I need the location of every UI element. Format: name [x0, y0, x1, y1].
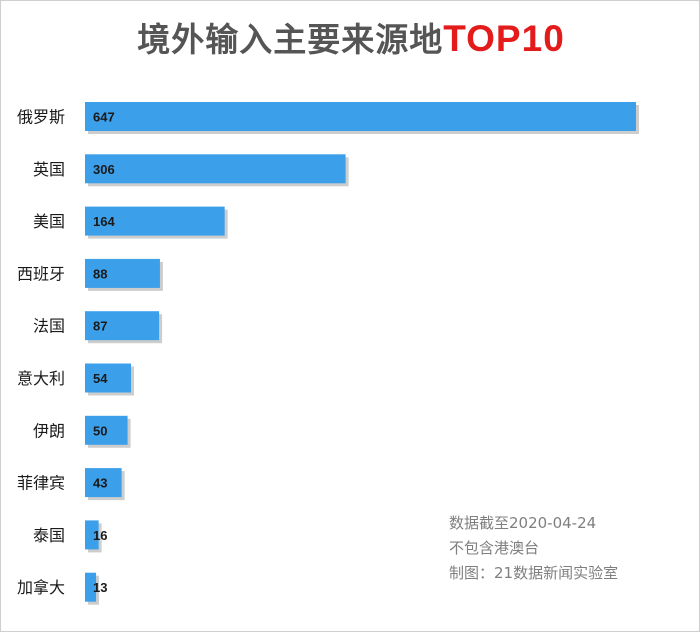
footnote-block: 数据截至2020-04-24 不包含港澳台 制图：21数据新闻实验室: [449, 511, 618, 586]
category-label: 美国: [33, 212, 65, 231]
data-label: 54: [93, 371, 108, 386]
bar: [85, 311, 160, 341]
category-label: 法国: [33, 317, 65, 336]
footnote-date: 数据截至2020-04-24: [449, 514, 597, 532]
category-label: 泰国: [33, 526, 65, 545]
data-label: 306: [93, 162, 115, 177]
category-label: 菲律宾: [17, 474, 65, 493]
category-label: 西班牙: [17, 264, 65, 283]
bar: [85, 154, 346, 184]
footnote-scope: 不包含港澳台: [449, 539, 540, 557]
footnote-credit: 制图：21数据新闻实验室: [449, 564, 619, 582]
data-label: 16: [93, 528, 107, 543]
data-label: 164: [93, 214, 115, 229]
bar: [85, 102, 636, 131]
data-label: 88: [93, 266, 107, 281]
bar: [85, 468, 122, 498]
bar: [85, 258, 160, 288]
data-label: 50: [93, 423, 107, 438]
chart-title-main: 境外输入主要来源地: [137, 20, 444, 59]
category-label: 意大利: [17, 369, 65, 388]
category-label: 加拿大: [17, 578, 65, 597]
category-label: 俄罗斯: [17, 108, 65, 127]
bar: [85, 572, 97, 602]
category-label: 伊朗: [33, 421, 65, 440]
data-label: 43: [93, 476, 107, 491]
data-label: 87: [93, 319, 107, 334]
bar: [85, 363, 131, 393]
category-label: 英国: [33, 160, 65, 179]
data-label: 13: [93, 580, 107, 595]
chart-title-accent: TOP10: [443, 18, 565, 59]
bar: [85, 415, 128, 445]
chart-title: 境外输入主要来源地TOP10: [1, 13, 700, 61]
data-label: 647: [93, 110, 115, 125]
bar: [85, 520, 99, 550]
bar: [85, 206, 225, 236]
